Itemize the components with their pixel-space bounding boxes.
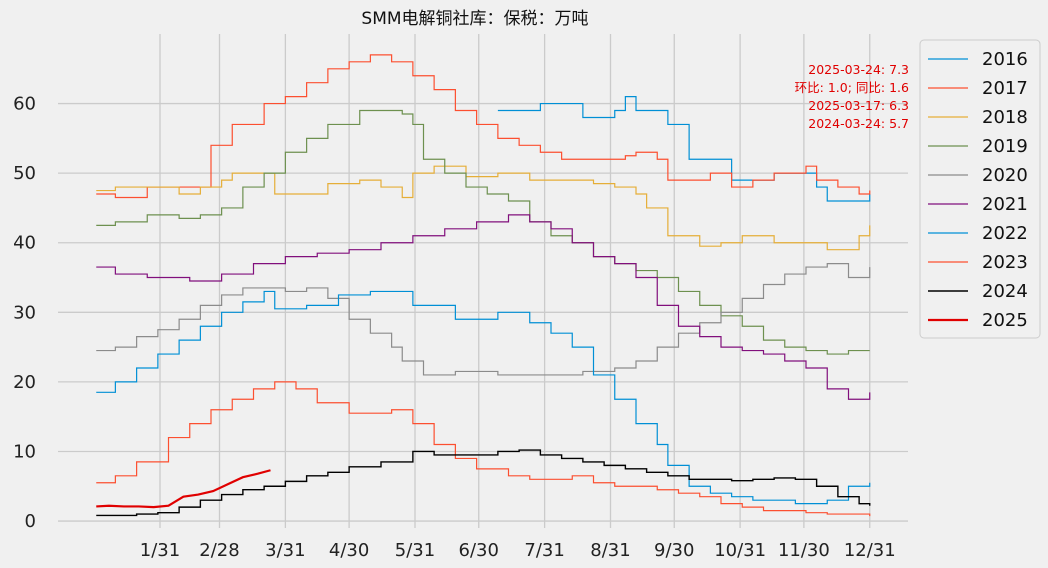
legend-label-2020: 2020 — [982, 165, 1028, 186]
legend-label-2022: 2022 — [982, 223, 1028, 244]
legend-label-2021: 2021 — [982, 194, 1028, 215]
series-line-2021 — [96, 214, 871, 400]
y-tick-label: 40 — [13, 233, 36, 254]
x-tick-label: 2/28 — [199, 540, 239, 561]
y-tick-label: 60 — [13, 94, 36, 115]
y-tick-label: 10 — [13, 441, 36, 462]
legend-label-2017: 2017 — [982, 78, 1028, 99]
x-tick-label: 8/31 — [590, 540, 630, 561]
legend: 2016 2017 2018 2019 2020 2021 2022 2023 2024 2025 — [919, 39, 1041, 339]
x-tick-label: 5/31 — [395, 540, 435, 561]
x-tick-label: 12/31 — [844, 540, 896, 561]
annotation-line-1: 2025-03-24: 7.3 — [808, 62, 909, 77]
y-tick-label: 0 — [25, 511, 36, 532]
y-tick-label: 50 — [13, 163, 36, 184]
x-tick-label: 1/31 — [140, 540, 180, 561]
series-line-2025 — [96, 469, 271, 509]
annotation-line-2: 环比: 1.0; 同比: 1.6 — [795, 80, 909, 95]
x-tick-label: 3/31 — [265, 540, 305, 561]
legend-label-2023: 2023 — [982, 252, 1028, 273]
x-tick-label: 7/31 — [524, 540, 564, 561]
annotation-line-4: 2024-03-24: 5.7 — [808, 116, 909, 131]
series-line-2022 — [96, 290, 871, 505]
x-tick-label: 6/30 — [459, 540, 499, 561]
x-tick-label: 4/30 — [329, 540, 369, 561]
grid-lines — [58, 34, 908, 528]
y-tick-label: 30 — [13, 302, 36, 323]
series-line-2020 — [96, 263, 871, 376]
chart-title: SMM电解铜社库：保税：万吨 — [361, 9, 588, 29]
legend-frame — [919, 39, 1041, 339]
series-line-2018 — [96, 165, 871, 251]
legend-label-2024: 2024 — [982, 281, 1028, 302]
legend-label-2018: 2018 — [982, 107, 1028, 128]
x-tick-label: 9/30 — [654, 540, 694, 561]
legend-label-2019: 2019 — [982, 136, 1028, 157]
series-layer — [96, 54, 871, 517]
annotation-line-3: 2025-03-17: 6.3 — [808, 98, 909, 113]
x-axis-ticks: 1/31 2/28 3/31 4/30 5/31 6/30 7/31 8/31 9/30 10/3… — [140, 540, 896, 561]
series-line-2019 — [96, 109, 870, 355]
annotation-box: 2025-03-24: 7.3 环比: 1.0; 同比: 1.6 2025-03… — [795, 62, 909, 131]
series-line-2024 — [96, 449, 871, 517]
series-line-2023 — [96, 381, 871, 517]
y-axis-ticks: 0 10 20 30 40 50 60 — [13, 94, 36, 532]
y-tick-label: 20 — [13, 372, 36, 393]
legend-label-2025: 2025 — [982, 310, 1028, 331]
series-line-2016 — [497, 96, 871, 202]
x-tick-label: 11/30 — [778, 540, 830, 561]
x-tick-label: 10/31 — [714, 540, 766, 561]
series-line-2017 — [96, 54, 871, 199]
legend-label-2016: 2016 — [982, 49, 1028, 70]
